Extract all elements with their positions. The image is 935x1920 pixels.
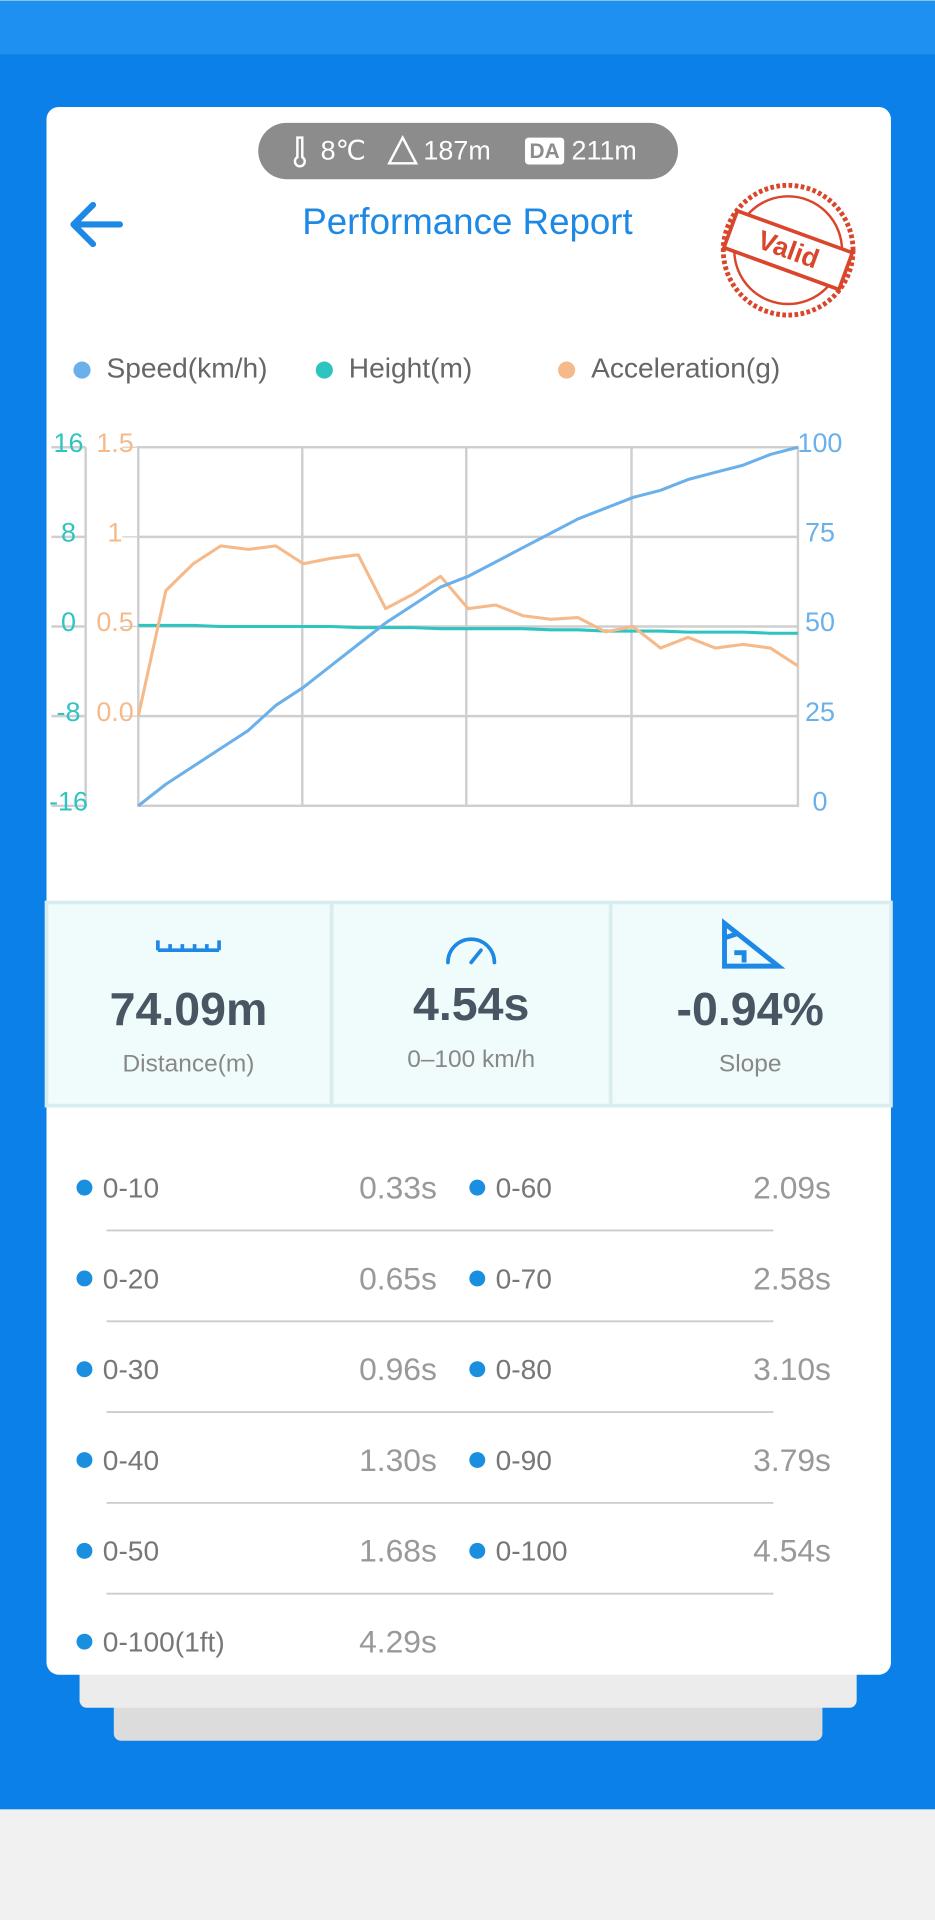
split-label: 0-50: [103, 1536, 159, 1567]
split-time: 2.09s: [753, 1169, 831, 1205]
y2-tick-label: 50: [805, 607, 835, 637]
y-tick-label: 16: [54, 428, 84, 458]
thermometer-icon: [293, 136, 306, 168]
split-label: 0-100(1ft): [103, 1627, 225, 1658]
y2-tick-label: 75: [805, 518, 835, 548]
stat-label: Slope: [719, 1051, 782, 1078]
series-line: [137, 445, 799, 808]
y2-tick-label: 0: [812, 786, 827, 816]
split-bullet: [469, 1452, 486, 1469]
y-tick-label: -8: [57, 697, 81, 727]
split-label: 0-100: [496, 1536, 568, 1567]
split-label: 0-20: [103, 1263, 159, 1294]
conditions-pill: [258, 122, 678, 180]
legend-label: Acceleration(g): [591, 353, 780, 384]
ruler-icon: [156, 940, 221, 953]
density-altitude: 211m: [572, 135, 637, 165]
mountain-icon: [387, 134, 419, 165]
split-label: 0-60: [496, 1173, 552, 1204]
da-badge: [525, 137, 565, 165]
stat-value: -0.94%: [677, 983, 824, 1035]
y3-tick-label: 1: [108, 518, 123, 548]
split-label: 0-40: [103, 1445, 159, 1476]
split-label: 0-30: [103, 1354, 159, 1385]
split-bullet: [76, 1452, 93, 1469]
series-line: [136, 544, 799, 717]
series-line: [138, 623, 798, 635]
split-time: 3.79s: [753, 1442, 831, 1478]
stats: 74.09m Distance(m) 4.54s 0–100 km/h -0.94% Sl…: [110, 978, 824, 1078]
split-bullet: [76, 1542, 93, 1559]
split-time: 0.96s: [359, 1351, 437, 1387]
card: [46, 106, 891, 1675]
y3-tick-label: 0.5: [96, 607, 133, 637]
chart: 0 25 50 75 100 -16 -8 0 8 16 0.0 0.5 1 1.5 Speed(km/h)…: [49, 353, 842, 817]
y3-tick-label: 1.5: [96, 428, 133, 458]
split-label: 0-10: [103, 1173, 159, 1204]
stat-value: 4.54s: [413, 978, 529, 1030]
split-time: 3.10s: [753, 1351, 831, 1387]
split-time: 4.29s: [359, 1624, 437, 1660]
split-time: 0.65s: [359, 1260, 437, 1296]
status-bar: [0, 0, 935, 55]
split-bullet: [76, 1179, 93, 1196]
da-tag: DA: [530, 140, 560, 163]
legend-marker: [558, 361, 576, 379]
page-title: Performance Report: [302, 201, 632, 242]
legend-label: Speed(km/h): [106, 353, 267, 384]
gauge-icon: [446, 937, 497, 965]
split-bullet: [76, 1361, 93, 1378]
split-time: 4.54s: [753, 1533, 831, 1569]
stat-value: 74.09m: [110, 983, 268, 1035]
temperature: 8℃: [321, 135, 366, 165]
split-time: 1.30s: [359, 1442, 437, 1478]
split-bullet: [469, 1179, 486, 1196]
split-time: 1.68s: [359, 1533, 437, 1569]
split-bullet: [469, 1542, 486, 1559]
split-bullet: [76, 1270, 93, 1287]
split-bullet: [76, 1633, 93, 1650]
slope-icon: [722, 918, 786, 969]
y-tick-label: 8: [61, 518, 76, 548]
y-tick-label: -16: [49, 786, 88, 816]
y2-tick-label: 100: [798, 428, 843, 458]
back-button[interactable]: [70, 201, 123, 248]
legend-marker: [73, 361, 91, 379]
split-label: 0-70: [496, 1263, 552, 1294]
split-bullet: [469, 1361, 486, 1378]
legend-label: Height(m): [349, 353, 472, 384]
split-label: 0-80: [496, 1354, 552, 1385]
y3-tick-label: 0.0: [96, 697, 133, 727]
legend-marker: [315, 361, 333, 379]
altitude: 187m: [423, 135, 490, 165]
split-time: 0.33s: [359, 1169, 437, 1205]
splits: 0-10 0.33s 0-20 0.65s 0-30 0.96s 0-40 1.30s 0-50…: [76, 1169, 831, 1660]
stats-panel: [44, 900, 893, 1108]
split-label: 0-90: [496, 1445, 552, 1476]
y-tick-label: 0: [61, 607, 76, 637]
split-bullet: [469, 1270, 486, 1287]
stat-label: 0–100 km/h: [407, 1046, 535, 1073]
stat-label: Distance(m): [123, 1051, 255, 1078]
split-time: 2.58s: [753, 1260, 831, 1296]
y2-tick-label: 25: [805, 697, 835, 727]
